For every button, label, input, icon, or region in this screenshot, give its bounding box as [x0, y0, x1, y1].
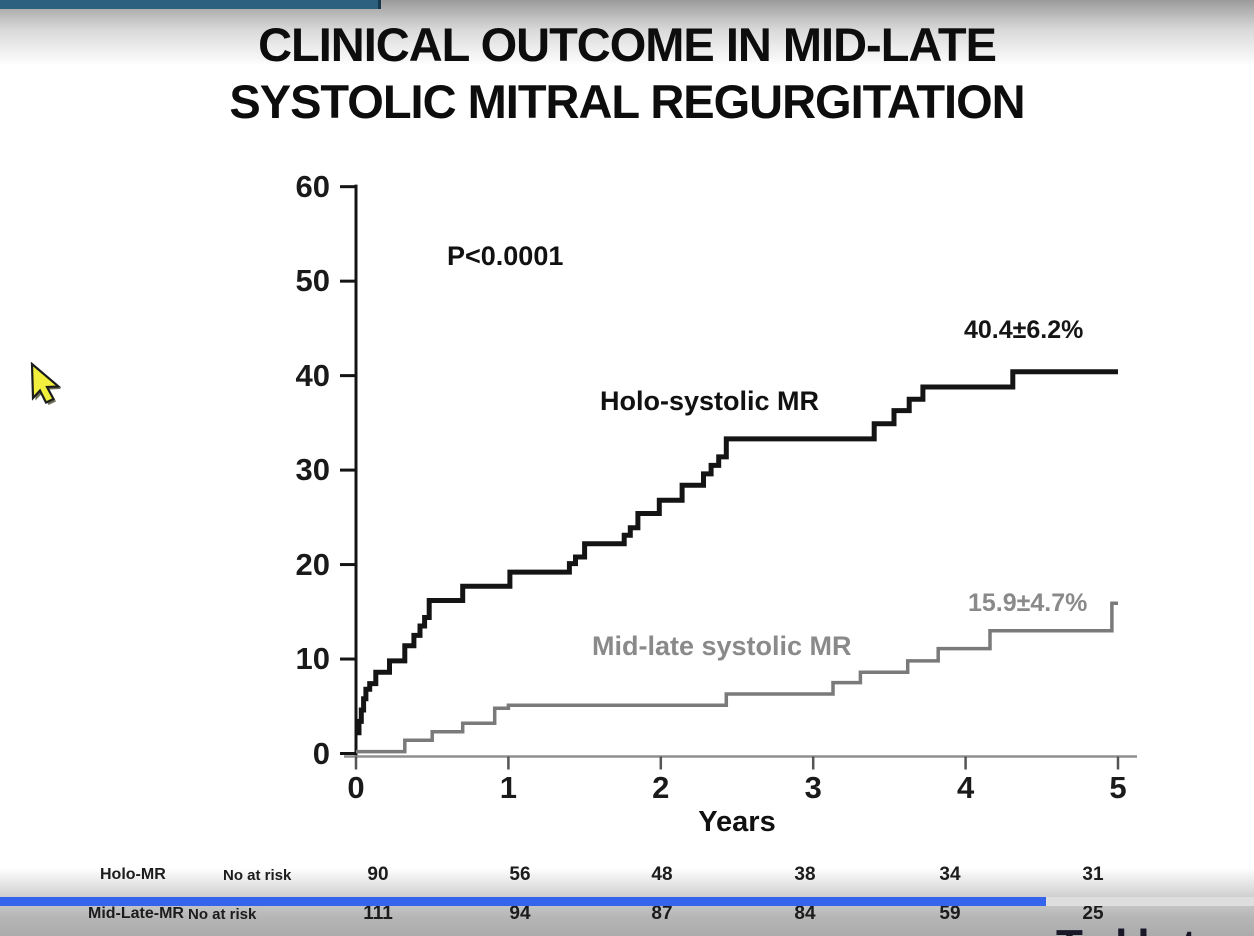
- slide-title: CLINICAL OUTCOME IN MID-LATE SYSTOLIC MI…: [0, 16, 1254, 130]
- risk-row-sublabel: No at risk: [188, 906, 257, 923]
- risk-count-value: 84: [794, 903, 816, 924]
- y-tick-label: 40: [295, 357, 330, 393]
- x-tick-label: 4: [956, 770, 975, 805]
- y-tick-label: 30: [295, 452, 330, 488]
- cutoff-bottom-text: T ll t: [1056, 922, 1254, 936]
- risk-count-value: 59: [939, 903, 961, 924]
- top-gradient-band: [0, 0, 1254, 66]
- risk-count-value: 38: [794, 864, 816, 885]
- slide-title-line2: SYSTOLIC MITRAL REGURGITATION: [229, 75, 1025, 128]
- video-progress-track[interactable]: [0, 897, 1254, 906]
- risk-row-sublabel: No at risk: [223, 867, 292, 884]
- series-label-holo-systolic: Holo-systolic MR: [600, 386, 820, 416]
- end-value-label-holo: 40.4±6.2%: [964, 316, 1084, 344]
- risk-count-value: 94: [509, 903, 531, 924]
- risk-count-value: 31: [1082, 864, 1104, 885]
- x-tick-label: 0: [347, 770, 365, 805]
- top-accent-bar: [0, 0, 381, 9]
- x-tick-label: 3: [804, 770, 822, 805]
- risk-count-value: 111: [363, 903, 393, 924]
- x-tick-label: 1: [499, 770, 518, 805]
- mouse-cursor-icon: [30, 362, 62, 405]
- risk-row-label: Holo-MR: [100, 866, 166, 883]
- x-axis-title: Years: [698, 806, 776, 838]
- risk-row-label: Mid-Late-MR: [88, 905, 184, 922]
- risk-count-value: 90: [367, 864, 389, 885]
- slide-title-line1: CLINICAL OUTCOME IN MID-LATE: [258, 18, 997, 71]
- risk-count-value: 87: [651, 903, 673, 924]
- y-tick-label: 50: [295, 263, 330, 299]
- curve-mid-late-systolic-mr: [356, 601, 1118, 754]
- p-value-label: P<0.0001: [447, 241, 564, 271]
- y-tick-label: 20: [295, 546, 330, 582]
- y-tick-label: 0: [312, 735, 330, 771]
- x-tick-label: 2: [652, 770, 670, 805]
- series-label-mid-late-systolic: Mid-late systolic MR: [592, 631, 852, 661]
- risk-count-value: 25: [1082, 903, 1104, 924]
- end-value-label-mid-late: 15.9±4.7%: [968, 589, 1088, 617]
- y-tick-label: 60: [295, 168, 330, 204]
- y-tick-label: 10: [295, 641, 330, 677]
- curve-holo-systolic-mr: [356, 369, 1118, 736]
- x-tick-label: 5: [1109, 770, 1127, 805]
- risk-count-value: 48: [651, 864, 673, 885]
- risk-count-value: 56: [509, 864, 531, 885]
- risk-count-value: 34: [939, 864, 961, 885]
- video-progress-fill: [0, 897, 1046, 906]
